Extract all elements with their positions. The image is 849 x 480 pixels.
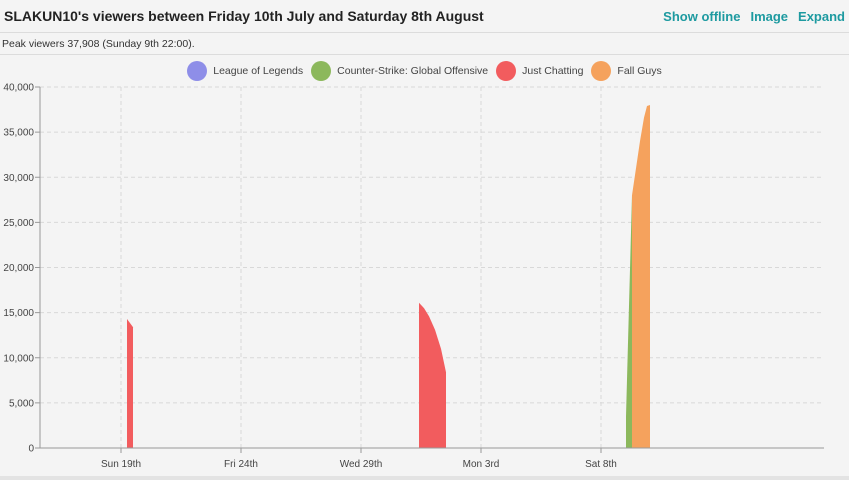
- legend-item-just-chatting[interactable]: Just Chatting: [496, 61, 583, 81]
- series-area-just-chatting: [419, 302, 446, 448]
- y-tick-label: 10,000: [3, 353, 34, 364]
- legend-swatch-icon: [187, 61, 208, 81]
- x-tick-label: Wed 29th: [340, 459, 383, 470]
- x-tick-label: Mon 3rd: [463, 459, 500, 470]
- y-tick-label: 20,000: [3, 263, 34, 274]
- y-tick-label: 35,000: [3, 128, 34, 139]
- chart-legend: League of Legends Counter-Strike: Global…: [0, 61, 849, 81]
- legend-swatch-icon: [496, 61, 517, 81]
- y-tick-label: 5,000: [9, 398, 34, 409]
- x-tick-label: Sun 19th: [101, 459, 141, 470]
- page-title: SLAKUN10's viewers between Friday 10th J…: [4, 8, 484, 24]
- y-tick-label: 30,000: [3, 173, 34, 184]
- legend-item-csgo[interactable]: Counter-Strike: Global Offensive: [311, 61, 488, 81]
- series-area-counter-strike-global-offensive: [626, 195, 632, 448]
- image-link[interactable]: Image: [750, 9, 789, 24]
- series-area-fall-guys: [632, 105, 650, 449]
- y-tick-label: 40,000: [3, 83, 34, 94]
- header-bar: SLAKUN10's viewers between Friday 10th J…: [0, 0, 849, 33]
- divider: [0, 54, 849, 55]
- legend-swatch-icon: [311, 61, 332, 81]
- expand-link[interactable]: Expand: [798, 9, 845, 24]
- peak-viewers-text: Peak viewers 37,908 (Sunday 9th 22:00).: [2, 38, 195, 50]
- y-tick-label: 25,000: [3, 218, 34, 229]
- legend-swatch-icon: [591, 61, 612, 81]
- x-tick-label: Sat 8th: [585, 459, 617, 470]
- legend-label: Fall Guys: [617, 65, 662, 77]
- legend-item-league-of-legends[interactable]: League of Legends: [187, 61, 303, 81]
- series-area-just-chatting: [127, 318, 133, 448]
- legend-label: League of Legends: [213, 65, 304, 77]
- header-links: Show offline Image Expand: [653, 9, 845, 24]
- legend-item-fall-guys[interactable]: Fall Guys: [591, 61, 662, 81]
- y-tick-label: 15,000: [3, 308, 34, 319]
- x-tick-label: Fri 24th: [224, 459, 258, 470]
- viewers-chart: 0 5,000 10,000 15,000 20,000 25,000 30,000 35,0…: [3, 83, 824, 470]
- legend-label: Just Chatting: [522, 65, 584, 77]
- bottom-scrollbar: [0, 476, 849, 480]
- show-offline-link[interactable]: Show offline: [663, 9, 741, 24]
- legend-label: Counter-Strike: Global Offensive: [337, 65, 489, 77]
- y-tick-label: 0: [28, 444, 34, 455]
